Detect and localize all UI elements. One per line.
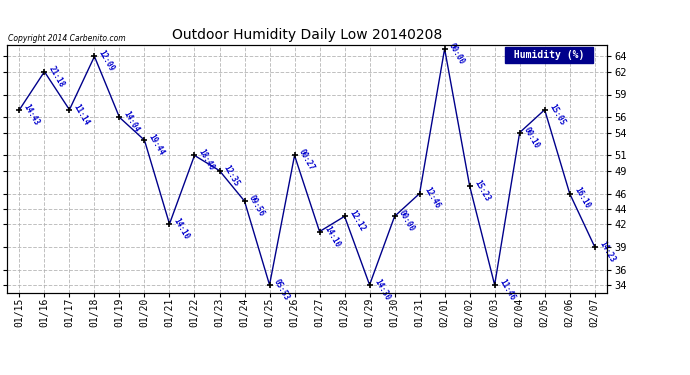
Text: 05:53: 05:53	[272, 278, 291, 302]
Text: 15:23: 15:23	[472, 178, 491, 203]
Text: 14:10: 14:10	[172, 216, 191, 241]
Text: 18:40: 18:40	[197, 148, 217, 172]
Text: 11:46: 11:46	[497, 278, 517, 302]
Text: 00:10: 00:10	[522, 125, 542, 150]
Text: 12:12: 12:12	[347, 209, 366, 233]
Text: 21:18: 21:18	[47, 64, 66, 88]
Text: 14:10: 14:10	[322, 224, 342, 249]
Text: 00:00: 00:00	[447, 41, 466, 66]
Text: 00:27: 00:27	[297, 148, 317, 172]
Text: 15:05: 15:05	[547, 102, 566, 127]
Text: 14:04: 14:04	[122, 110, 141, 134]
Text: 12:09: 12:09	[97, 49, 117, 74]
Text: 12:46: 12:46	[422, 186, 442, 210]
Text: Humidity (%): Humidity (%)	[508, 50, 591, 60]
Text: 14:23: 14:23	[598, 239, 617, 264]
Text: 19:44: 19:44	[147, 133, 166, 157]
Text: 14:30: 14:30	[372, 278, 391, 302]
Title: Outdoor Humidity Daily Low 20140208: Outdoor Humidity Daily Low 20140208	[172, 28, 442, 42]
Text: 14:43: 14:43	[22, 102, 41, 127]
Text: 09:56: 09:56	[247, 194, 266, 218]
Text: Copyright 2014 Carbenito.com: Copyright 2014 Carbenito.com	[8, 33, 126, 42]
Text: 00:00: 00:00	[397, 209, 417, 233]
Text: 12:35: 12:35	[222, 163, 242, 188]
Text: 16:10: 16:10	[572, 186, 591, 210]
Text: 11:14: 11:14	[72, 102, 91, 127]
